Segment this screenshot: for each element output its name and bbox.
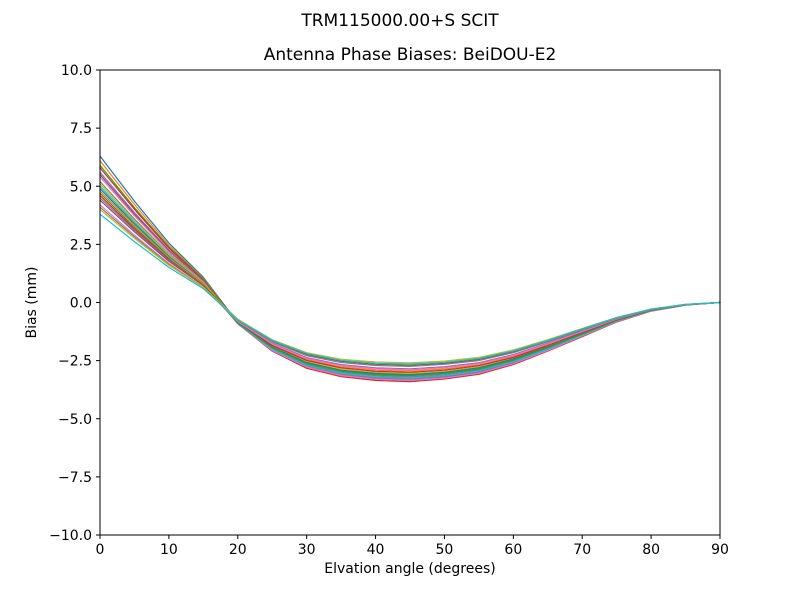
x-axis-label: Elvation angle (degrees) [324,561,495,577]
y-tick-label: 5.0 [70,179,92,195]
x-tick-label: 10 [160,542,178,558]
series-line-19 [99,213,721,365]
y-tick-label: 10.0 [61,63,92,79]
x-axis-ticks: 0 10 20 30 40 50 60 70 80 90 [96,535,729,558]
y-axis-label: Bias (mm) [24,266,40,338]
x-tick-label: 40 [367,542,385,558]
y-tick-label: −5.0 [58,412,92,428]
x-tick-label: 20 [229,542,247,558]
x-tick-label: 60 [504,542,522,558]
series-lines [99,155,721,383]
y-axis-ticks: 10.0 7.5 5.0 2.5 0.0 −2.5 −5.0 −7.5 −10.0 [49,63,100,544]
figure-suptitle: TRM115000.00+S SCIT [300,11,499,31]
x-tick-label: 80 [642,542,660,558]
x-tick-label: 90 [711,542,729,558]
y-tick-label: −7.5 [58,470,92,486]
y-tick-label: −2.5 [58,354,92,370]
y-tick-label: 2.5 [70,237,92,253]
y-tick-label: 7.5 [70,121,92,137]
axes-title: Antenna Phase Biases: BeiDOU-E2 [264,45,557,65]
y-tick-label: −10.0 [49,528,92,544]
x-tick-label: 50 [436,542,454,558]
x-tick-label: 30 [298,542,316,558]
x-tick-label: 0 [96,542,105,558]
x-tick-label: 70 [573,542,591,558]
y-tick-label: 0.0 [70,296,92,312]
